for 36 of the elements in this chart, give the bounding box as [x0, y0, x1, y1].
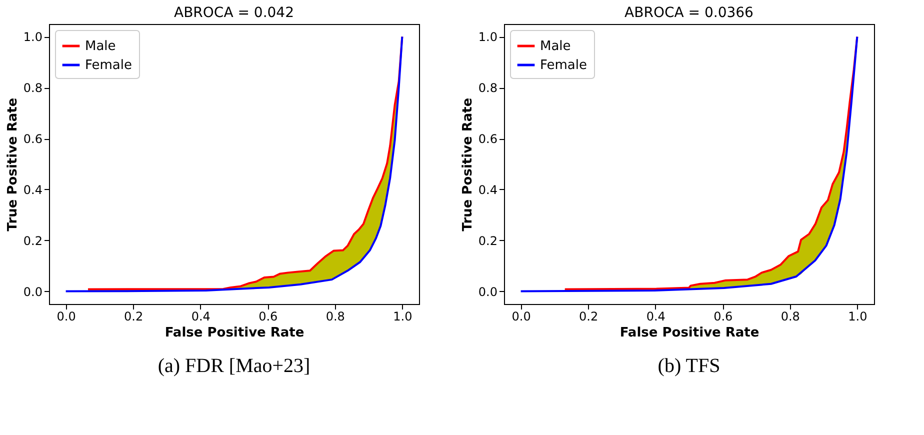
- x-tick-label: 0.2: [579, 310, 598, 324]
- y-tick-label: 0.4: [23, 182, 42, 197]
- text: (b) TFS: [658, 355, 720, 377]
- y-tick-label: 0.0: [23, 284, 42, 299]
- chart-title: ABROCA = 0.0366: [624, 5, 754, 21]
- x-axis-title: False Positive Rate: [620, 326, 760, 340]
- x-tick-label: 0.0: [56, 310, 76, 324]
- y-tick-label: 0.8: [478, 81, 498, 96]
- y-axis-title: True Positive Rate: [460, 98, 476, 232]
- y-tick-label: 1.0: [23, 30, 42, 44]
- x-tick-label: 1.0: [393, 310, 412, 324]
- x-tick-label: 0.8: [780, 310, 800, 324]
- x-tick-label: 0.4: [646, 310, 666, 324]
- y-axis-title: True Positive Rate: [5, 98, 20, 232]
- x-tick-label: 0.8: [326, 310, 345, 324]
- x-tick-label: 0.6: [714, 310, 733, 324]
- x-tick-label: 0.4: [191, 310, 210, 324]
- legend-label: Male: [85, 39, 116, 54]
- x-tick-label: 0.2: [124, 310, 144, 324]
- legend-label: Female: [85, 58, 132, 73]
- legend-label: Male: [540, 39, 571, 54]
- legend-label: Female: [540, 58, 588, 73]
- chart-title: ABROCA = 0.042: [174, 5, 294, 21]
- y-tick-label: 0.6: [478, 132, 498, 146]
- y-tick-label: 1.0: [478, 30, 498, 44]
- x-tick-label: 0.0: [512, 310, 531, 324]
- y-tick-label: 0.2: [23, 234, 42, 248]
- x-tick-label: 0.6: [258, 310, 278, 324]
- y-tick-label: 0.4: [478, 182, 498, 197]
- y-tick-label: 0.0: [478, 284, 498, 299]
- y-tick-label: 0.8: [23, 81, 42, 96]
- x-tick-label: 1.0: [848, 310, 868, 324]
- y-tick-label: 0.2: [478, 234, 498, 248]
- y-tick-label: 0.6: [23, 132, 42, 146]
- x-axis-title: False Positive Rate: [164, 326, 304, 340]
- text: (a) FDR [Mao+23]: [158, 355, 310, 377]
